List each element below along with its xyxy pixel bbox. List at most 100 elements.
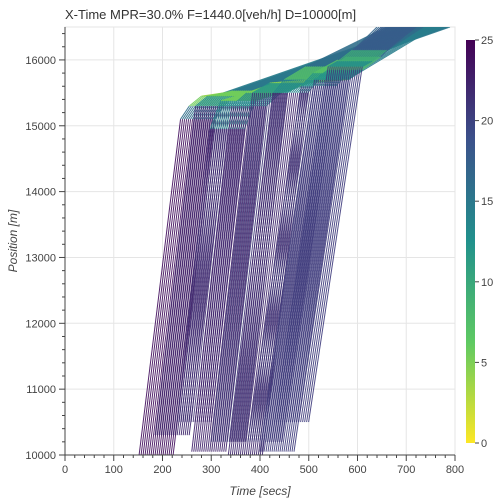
trajectory-segment xyxy=(255,86,310,442)
chart-title: X-Time MPR=30.0% F=1440.0[veh/h] D=10000… xyxy=(65,7,357,22)
trajectory-segment xyxy=(210,92,254,442)
trajectory-segment xyxy=(217,100,230,130)
trajectory-segment xyxy=(357,49,373,62)
x-tick-label: 200 xyxy=(153,464,171,476)
y-tick-label: 16000 xyxy=(25,55,56,67)
trajectory-segment xyxy=(288,66,311,81)
trajectory-segment xyxy=(256,82,275,94)
trajectory-segment xyxy=(216,92,260,442)
trajectory-segment xyxy=(298,66,353,423)
y-tick-label: 11000 xyxy=(26,384,56,396)
colorbar-tick-label: 5 xyxy=(481,357,487,369)
trajectory-segment xyxy=(289,79,301,94)
x-tick-label: 700 xyxy=(397,464,415,476)
trajectory-segment xyxy=(251,86,306,442)
x-tick-label: 800 xyxy=(446,464,464,476)
trajectory-segment xyxy=(195,105,237,452)
trajectory-segment xyxy=(361,56,382,71)
trajectory-segment xyxy=(313,59,339,74)
trajectory-segment xyxy=(233,92,250,107)
trajectory-segment xyxy=(305,72,318,87)
trajectory-segment xyxy=(380,27,411,51)
y-axis-label: Position [m] xyxy=(6,209,20,272)
trajectory-segment xyxy=(292,66,315,81)
trajectory-segment xyxy=(221,100,234,130)
trajectory-segment xyxy=(301,72,314,87)
trajectory-segment xyxy=(302,66,357,423)
trajectory-segment xyxy=(264,82,283,94)
trajectory-segment xyxy=(360,60,371,67)
x-tick-label: 100 xyxy=(105,464,123,476)
trajectory-segment xyxy=(243,92,291,455)
trajectory-segment xyxy=(221,105,263,452)
trajectory-segment xyxy=(284,66,339,423)
colorbar-ticks: 0 5 10 15 20 25 xyxy=(475,35,493,450)
trajectory-segment xyxy=(213,105,255,452)
trajectory-segment xyxy=(303,72,316,87)
x-tick-label: 500 xyxy=(300,464,318,476)
trajectory-segment xyxy=(353,49,369,62)
trajectory-segment xyxy=(354,27,385,51)
trajectory-segment xyxy=(227,92,275,455)
trajectory-segment xyxy=(184,129,219,423)
trajectory-segment xyxy=(228,92,272,442)
trajectory-segment xyxy=(285,79,297,94)
trajectory-segment xyxy=(252,82,271,94)
y-tick-label: 12000 xyxy=(25,318,56,330)
trajectory-segment xyxy=(205,95,219,107)
trajectory-segment xyxy=(170,105,213,436)
trajectory-segment xyxy=(211,100,224,130)
trajectory-segment xyxy=(275,79,287,94)
trajectory-segment xyxy=(340,60,351,67)
trajectory-segment xyxy=(382,27,413,51)
trajectory-segment xyxy=(352,27,383,51)
trajectory-segment xyxy=(282,66,337,423)
trajectory-segment xyxy=(140,119,184,455)
trajectory-segment xyxy=(223,105,265,452)
trajectory-segment xyxy=(138,119,182,455)
trajectory-segment xyxy=(292,66,347,423)
trajectory-segment xyxy=(154,105,197,436)
trajectory-segment xyxy=(257,86,312,442)
trajectory-segment xyxy=(186,105,196,120)
trajectory-segment xyxy=(214,92,258,442)
trajectory-segment xyxy=(278,66,333,423)
trajectory-segment xyxy=(287,79,299,94)
trajectory-segment xyxy=(294,66,349,423)
trajectory-segment xyxy=(336,60,347,67)
trajectory-segment xyxy=(180,129,215,423)
trajectory-segment xyxy=(265,79,322,452)
trajectory-segment xyxy=(215,95,229,107)
vehicle-trajectory xyxy=(274,27,417,423)
trajectory-segment xyxy=(156,105,199,436)
colorbar-tick-label: 0 xyxy=(481,438,487,450)
trajectory-segment xyxy=(366,27,397,51)
trajectory-segment xyxy=(184,105,194,120)
trajectory-segment xyxy=(386,27,417,51)
trajectory-segment xyxy=(280,66,335,423)
trajectories xyxy=(138,27,451,455)
trajectory-segment xyxy=(365,49,381,62)
trajectory-segment xyxy=(284,66,307,81)
trajectory-segment xyxy=(211,105,253,452)
trajectory-segment xyxy=(150,119,194,455)
trajectory-segment xyxy=(306,66,361,423)
trajectory-segment xyxy=(162,105,205,436)
trajectory-segment xyxy=(209,100,222,130)
trajectory-segment xyxy=(211,95,225,107)
trajectory-segment xyxy=(262,82,281,94)
trajectory-segment xyxy=(359,49,375,62)
x-axis-label: Time [secs] xyxy=(229,484,291,498)
trajectory-segment xyxy=(209,95,223,107)
trajectory-segment xyxy=(370,27,401,51)
trajectory-segment xyxy=(260,82,279,94)
trajectory-segment xyxy=(279,79,291,94)
trajectory-segment xyxy=(354,60,365,67)
trajectory-segment xyxy=(142,119,186,455)
trajectory-segment xyxy=(203,105,245,452)
trajectory-segment xyxy=(273,79,285,94)
trajectory-segment xyxy=(328,60,339,67)
trajectory-segment xyxy=(178,129,213,423)
trajectory-segment xyxy=(352,60,363,67)
trajectory-segment xyxy=(308,66,363,423)
